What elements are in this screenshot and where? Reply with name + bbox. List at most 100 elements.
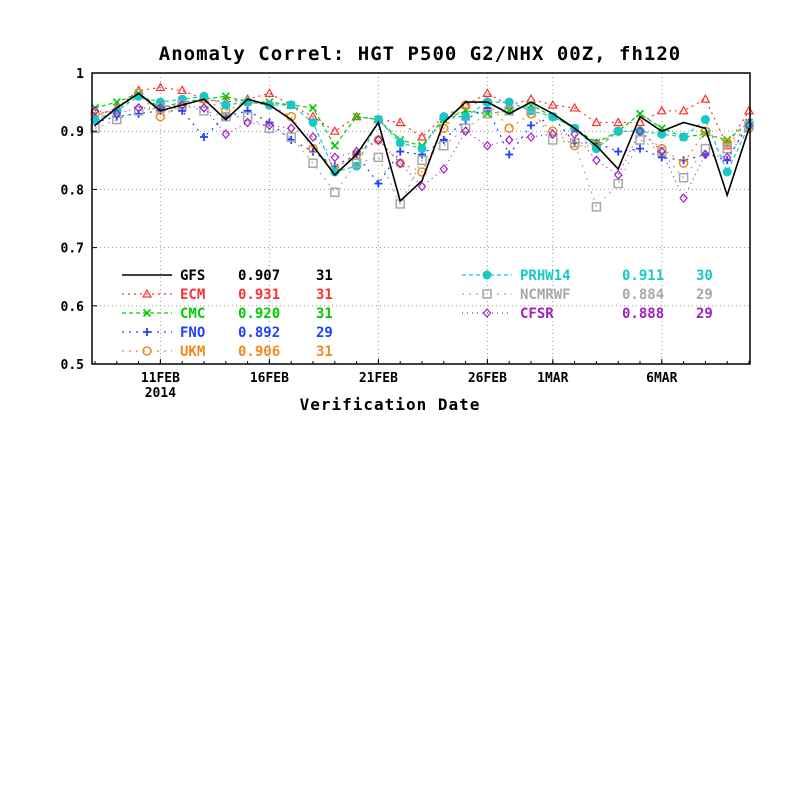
data-point-ncmrwf: [700, 143, 711, 154]
series-line-cfsr: [94, 104, 750, 200]
data-point-fno: [527, 121, 535, 130]
data-point-ncmrwf: [199, 106, 209, 116]
legend-name-ncmrwf: NCMRWF: [520, 287, 571, 303]
data-point-ukm: [722, 138, 732, 148]
legend-marker-ecm: [141, 288, 153, 298]
data-point-ncmrwf: [112, 114, 122, 125]
data-point-ncmrwf: [591, 202, 602, 212]
data-point-cfsr: [439, 164, 449, 174]
legend-count-cfsr: 29: [696, 306, 713, 322]
data-point-ecm: [351, 111, 362, 121]
data-point-ecm: [547, 99, 558, 109]
data-point-ecm: [678, 105, 689, 115]
legend-item-prhw14: PRHW14 0.911 30: [462, 268, 713, 284]
legend-count-cmc: 31: [316, 306, 333, 322]
legend-mean-cfsr: 0.888: [622, 306, 664, 322]
data-point-cfsr: [243, 117, 252, 128]
data-point-ukm: [504, 123, 514, 134]
data-point-prhw14: [221, 100, 231, 110]
data-point-prhw14: [155, 97, 165, 107]
series-layer: [89, 82, 755, 212]
legend-item-ukm: UKM 0.906 31: [122, 344, 333, 360]
data-point-prhw14: [613, 126, 623, 136]
data-point-cfsr: [635, 126, 645, 137]
y-tick-label: 0.7: [61, 242, 84, 257]
data-point-cfsr: [417, 181, 427, 192]
x-axis-label: Verification Date: [300, 395, 481, 414]
data-point-ncmrwf: [308, 158, 318, 168]
series-gfs: [94, 92, 750, 203]
legend-marker-prhw14: [482, 270, 492, 280]
data-point-cfsr: [613, 169, 623, 180]
data-point-ecm: [155, 82, 166, 92]
data-point-prhw14: [461, 112, 471, 122]
data-point-ncmrwf: [548, 135, 558, 145]
data-point-cmc: [635, 109, 645, 118]
data-point-cfsr: [701, 149, 710, 160]
data-point-ecm: [264, 88, 275, 97]
legend-mean-fno: 0.892: [238, 325, 280, 341]
x-tick-label: 26FEB: [468, 371, 507, 386]
data-point-cfsr: [679, 193, 688, 204]
chart-title: Anomaly Correl: HGT P500 G2/NHX 00Z, fh1…: [159, 43, 681, 65]
data-point-prhw14: [657, 129, 667, 139]
data-point-prhw14: [395, 138, 405, 148]
data-point-ukm: [700, 126, 711, 136]
data-point-cfsr: [722, 152, 732, 163]
legend: GFS 0.907 31 ECM 0.931 31 CMC 0.920 31 FNO 0.892 29…: [122, 268, 713, 360]
series-line-ncmrwf: [94, 104, 750, 209]
data-point-fno: [614, 147, 623, 156]
data-point-prhw14: [286, 100, 296, 110]
data-point-fno: [723, 156, 732, 165]
data-point-cfsr: [112, 108, 122, 119]
data-point-ecm: [591, 117, 602, 127]
legend-mean-prhw14: 0.911: [622, 268, 664, 284]
data-point-cfsr: [134, 103, 143, 113]
data-point-cfsr: [221, 129, 231, 140]
data-point-ncmrwf: [133, 106, 144, 116]
legend-name-prhw14: PRHW14: [520, 268, 571, 284]
data-point-ecm: [700, 93, 711, 103]
data-point-prhw14: [504, 97, 514, 107]
data-point-cfsr: [483, 140, 492, 151]
legend-item-fno: FNO 0.892 29: [122, 325, 333, 341]
legend-marker-cmc: [142, 308, 152, 318]
x-tick-label: 21FEB: [359, 371, 398, 386]
legend-item-gfs: GFS 0.907 31: [122, 268, 333, 284]
data-point-cfsr: [156, 103, 165, 113]
y-tick-label: 0.5: [61, 358, 84, 373]
data-point-ecm: [743, 105, 755, 115]
data-point-cmc: [352, 112, 361, 121]
legend-mean-ecm: 0.931: [238, 287, 280, 303]
data-point-ecm: [569, 102, 580, 112]
x-tick-label: 1MAR: [537, 371, 568, 386]
data-point-ncmrwf: [90, 123, 100, 134]
y-tick-label: 1: [76, 67, 84, 82]
legend-mean-cmc: 0.920: [238, 306, 280, 322]
data-point-ecm: [613, 117, 624, 127]
legend-count-prhw14: 30: [696, 268, 713, 284]
data-point-ecm: [177, 85, 188, 95]
legend-count-ecm: 31: [316, 287, 333, 303]
data-point-ncmrwf: [482, 108, 493, 119]
x-tick-sublabel: 2014: [145, 386, 176, 401]
legend-mean-gfs: 0.907: [238, 268, 280, 284]
data-point-prhw14: [308, 117, 318, 127]
data-point-ncmrwf: [330, 187, 340, 198]
legend-mean-ukm: 0.906: [238, 344, 280, 360]
data-point-cfsr: [504, 135, 514, 145]
data-point-cfsr: [330, 152, 340, 163]
x-tick-label: 16FEB: [250, 371, 289, 386]
data-point-cfsr: [374, 135, 383, 145]
data-point-cfsr: [548, 129, 558, 140]
x-tick-label: 11FEB: [141, 371, 180, 386]
x-tick-label: 6MAR: [646, 371, 677, 386]
legend-marker-ncmrwf: [482, 289, 492, 299]
data-point-cmc: [308, 103, 318, 112]
data-point-prhw14: [700, 115, 710, 125]
legend-item-cfsr: CFSR 0.888 29: [462, 306, 713, 322]
data-point-fno: [200, 133, 208, 142]
data-point-cfsr: [395, 158, 405, 169]
